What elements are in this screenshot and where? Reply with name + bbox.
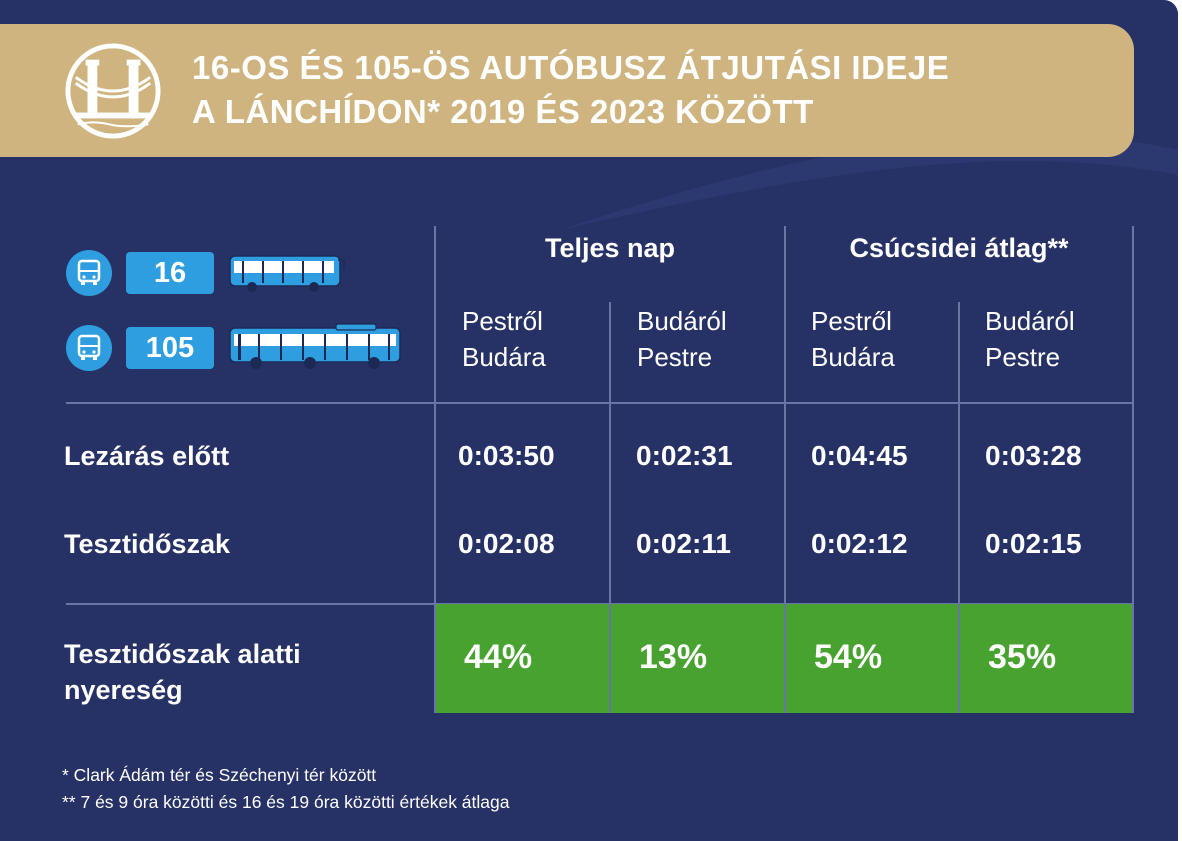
- gain-cell: 13%: [611, 604, 784, 713]
- gain-cell: 35%: [960, 604, 1132, 713]
- group-header-peak-average: Csúcsidei átlag**: [849, 233, 1069, 263]
- table-cell: 0:02:08: [458, 528, 555, 559]
- table-cell: 0:02:12: [811, 528, 908, 559]
- row-label-before-closure: Lezárás előtt: [64, 441, 230, 471]
- row-label-test-period: Tesztidőszak: [64, 529, 231, 559]
- column-header: Pestről Budára: [811, 303, 895, 375]
- column-header-line: Pestre: [985, 342, 1061, 372]
- gain-value: 44%: [464, 638, 533, 676]
- header-row-divider: [66, 402, 1134, 404]
- column-header-line: Budáról: [637, 306, 727, 336]
- articulated-bus-icon: [229, 323, 401, 369]
- column-header-line: Pestre: [637, 342, 713, 372]
- title-line-2: A LÁNCHÍDON* 2019 ÉS 2023 KÖZÖTT: [192, 93, 814, 130]
- column-header-line: Budára: [811, 342, 895, 372]
- chain-bridge-icon: [65, 43, 161, 139]
- column-header: Budáról Pestre: [985, 303, 1075, 375]
- column-header: Pestről Budára: [462, 303, 546, 375]
- bus-stop-icon: [66, 325, 112, 371]
- row-label-gain-line: nyereség: [64, 675, 183, 705]
- column-divider: [784, 226, 786, 713]
- column-divider: [609, 302, 611, 713]
- route-number-badge: 16: [126, 252, 214, 294]
- gain-cell: 54%: [786, 604, 958, 713]
- title-banner: [0, 24, 1134, 157]
- route-number-badge: 105: [126, 327, 214, 369]
- table-cell: 0:04:45: [811, 440, 908, 471]
- table-cell: 0:02:31: [636, 440, 733, 471]
- title-line-1: 16-OS ÉS 105-ÖS AUTÓBUSZ ÁTJUTÁSI IDEJE: [192, 49, 950, 86]
- table-cell: 0:02:15: [985, 528, 1082, 559]
- group-header-full-day: Teljes nap: [544, 233, 676, 263]
- row-label-gain: Tesztidőszak alatti nyereség: [64, 636, 301, 708]
- gain-value: 54%: [814, 638, 883, 676]
- bus-icon: [229, 255, 345, 292]
- page-title: 16-OS ÉS 105-ÖS AUTÓBUSZ ÁTJUTÁSI IDEJE …: [192, 46, 949, 134]
- gain-value: 13%: [639, 638, 708, 676]
- column-header-line: Budára: [462, 342, 546, 372]
- column-header-line: Pestről: [462, 306, 543, 336]
- column-divider: [1132, 226, 1134, 713]
- row-label-gain-line: Tesztidőszak alatti: [64, 639, 301, 669]
- table-cell: 0:02:11: [636, 528, 731, 559]
- table-cell: 0:03:28: [985, 440, 1082, 471]
- column-header-line: Pestről: [811, 306, 892, 336]
- footnote-1: * Clark Ádám tér és Széchenyi tér között: [62, 765, 377, 785]
- column-divider: [434, 226, 436, 713]
- footnote-2: ** 7 és 9 óra közötti és 16 és 19 óra kö…: [62, 792, 510, 812]
- column-header-line: Budáról: [985, 306, 1075, 336]
- bus-stop-icon: [66, 250, 112, 296]
- gain-value: 35%: [988, 638, 1057, 676]
- table-cell: 0:03:50: [458, 440, 555, 471]
- column-header: Budáról Pestre: [637, 303, 727, 375]
- column-divider: [958, 302, 960, 713]
- gain-cell: 44%: [436, 604, 609, 713]
